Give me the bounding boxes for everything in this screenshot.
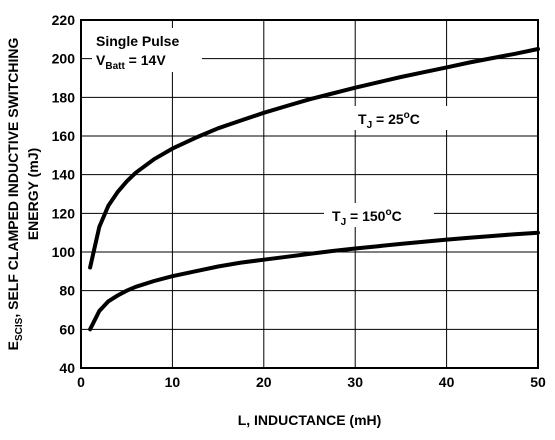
y-tick-label: 160 bbox=[52, 128, 76, 144]
x-tick-label: 30 bbox=[347, 374, 363, 390]
y-tick-label: 40 bbox=[59, 360, 75, 376]
series-lines bbox=[88, 47, 540, 332]
y-tick-label: 80 bbox=[59, 283, 75, 299]
x-axis-label: L, INDUCTANCE (mH) bbox=[238, 412, 382, 428]
y-tick-label: 140 bbox=[52, 167, 76, 183]
series-line-150c bbox=[88, 230, 540, 332]
x-tick-label: 10 bbox=[165, 374, 181, 390]
series-label-150c: TJ = 150oC bbox=[332, 207, 402, 228]
condition-title: Single Pulse bbox=[96, 33, 179, 49]
y-tick-label: 120 bbox=[52, 205, 76, 221]
condition-vbatt: VBatt = 14V bbox=[96, 52, 166, 72]
series-label-box-150c bbox=[324, 203, 434, 227]
plot-frame bbox=[80, 19, 539, 369]
y-tick-label: 60 bbox=[59, 321, 75, 337]
y-axis-label-line2: ENERGY (mJ) bbox=[25, 148, 41, 240]
series-label-25c: TJ = 25oC bbox=[358, 110, 420, 131]
y-tick-label: 220 bbox=[52, 12, 76, 28]
x-tick-label: 50 bbox=[530, 374, 546, 390]
x-tick-label: 20 bbox=[256, 374, 272, 390]
y-axis-label-line1: ESCIS, SELF CLAMPED INDUCTIVE SWITCHING bbox=[5, 38, 25, 351]
y-tick-label: 100 bbox=[52, 244, 76, 260]
condition-label-box bbox=[92, 28, 202, 72]
series-line-25c bbox=[88, 47, 540, 270]
y-tick-label: 180 bbox=[52, 89, 76, 105]
series-label-box-25c bbox=[352, 106, 450, 130]
x-tick-label: 40 bbox=[439, 374, 455, 390]
x-tick-label: 0 bbox=[77, 374, 85, 390]
gridlines bbox=[81, 20, 538, 368]
tick-labels: 0 10 20 30 40 50 40 60 80 100 120 140 160 180 200 220 bbox=[52, 12, 546, 390]
y-tick-label: 200 bbox=[52, 51, 76, 67]
